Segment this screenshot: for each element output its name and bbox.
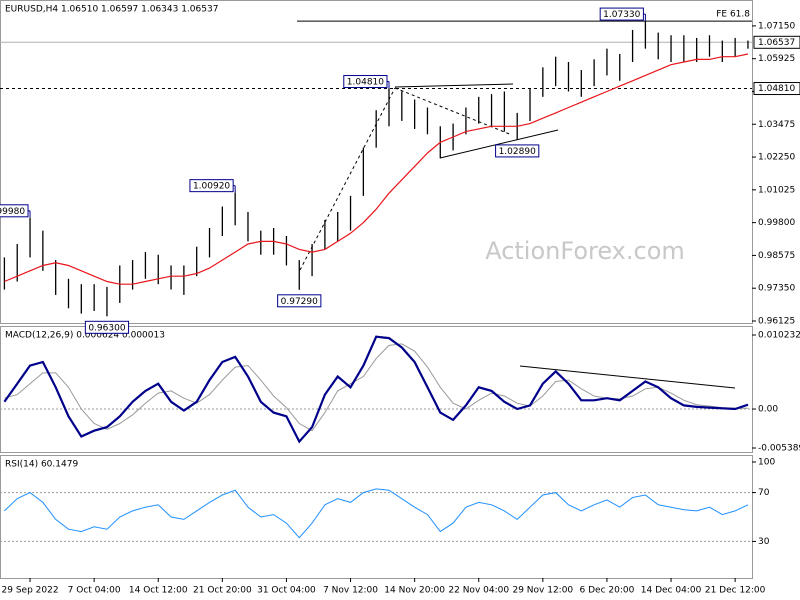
y-tick-label: -0.005389 xyxy=(758,444,800,454)
x-tick-label: 21 Dec 12:00 xyxy=(705,586,766,596)
x-tick-label: 21 Oct 20:00 xyxy=(193,586,252,596)
price-panel xyxy=(0,0,753,324)
annotation: 0.99980 xyxy=(0,204,31,218)
macd-line xyxy=(3,335,749,444)
y-tick-label: 0.010232 xyxy=(758,331,800,341)
watermark: ActionForex.com xyxy=(485,237,685,265)
rsi-line xyxy=(4,488,749,539)
y-tick-label: 30 xyxy=(758,537,770,547)
y-tick-label: 1.05925 xyxy=(758,54,795,64)
annotation-label: 1.07330 xyxy=(603,10,640,20)
annotation-label: 1.04810 xyxy=(347,78,384,88)
y-tick-label: 1.03475 xyxy=(758,120,795,130)
trend-line xyxy=(394,83,514,88)
trend-line xyxy=(299,87,396,271)
level-label: 1.04810 xyxy=(758,84,795,94)
y-tick-label: 100 xyxy=(758,458,775,468)
annotation-label: 0.99980 xyxy=(0,207,25,217)
y-tick-label: 70 xyxy=(758,488,770,498)
annotation: 0.97290 xyxy=(277,294,322,308)
y-tick-label: 1.01025 xyxy=(758,185,795,195)
y-tick-label: 0.97350 xyxy=(758,284,795,294)
x-tick-label: 14 Oct 12:00 xyxy=(129,586,188,596)
x-tick-label: 14 Nov 20:00 xyxy=(384,586,445,596)
annotation-label: 0.97290 xyxy=(281,297,318,307)
price-box xyxy=(753,35,800,49)
fe-label: FE 61.8 xyxy=(716,10,750,20)
rsi-panel xyxy=(0,455,753,579)
annotation-label: 0.96300 xyxy=(88,323,125,333)
annotation-label: 1.02890 xyxy=(499,147,536,157)
x-tick-label: 29 Sep 2022 xyxy=(2,586,59,596)
y-tick-label: 0.00 xyxy=(758,405,778,415)
trend-line xyxy=(439,129,559,159)
trend-lines xyxy=(299,83,736,389)
price-title: EURUSD,H4 1.06510 1.06597 1.06343 1.0653… xyxy=(5,5,218,15)
annotation-box xyxy=(495,144,540,158)
y-tick-label: 1.07150 xyxy=(758,21,795,31)
x-tick-label: 7 Oct 04:00 xyxy=(68,586,121,596)
annotation-box xyxy=(84,320,130,334)
annotation-box xyxy=(277,294,322,308)
x-tick-label: 14 Dec 04:00 xyxy=(641,586,702,596)
level-box xyxy=(753,82,800,96)
trend-line xyxy=(519,365,736,389)
price-label: 1.06537 xyxy=(758,38,795,48)
x-tick-label: 7 Nov 12:00 xyxy=(323,586,378,596)
annotation-label: 1.00920 xyxy=(193,182,230,192)
moving-average xyxy=(4,53,749,285)
rsi-title: RSI(14) 60.1479 xyxy=(5,460,78,470)
macd-panel xyxy=(0,326,753,453)
annotation: 1.07330 xyxy=(599,7,646,22)
y-tick-label: 0.96125 xyxy=(758,316,795,326)
y-tick-label: 1.02250 xyxy=(758,153,795,163)
annotation: 1.04810 xyxy=(343,75,390,89)
x-tick-label: 31 Oct 04:00 xyxy=(257,586,316,596)
annotation: 0.96300 xyxy=(84,320,130,334)
y-tick-label: 0.98575 xyxy=(758,251,795,261)
x-tick-label: 6 Dec 20:00 xyxy=(580,586,635,596)
x-tick-label: 29 Nov 12:00 xyxy=(512,586,573,596)
annotation: 1.00920 xyxy=(189,179,236,193)
macd-title: MACD(12,26,9) 0.000624 0.000013 xyxy=(5,331,165,341)
annotation: 1.02890 xyxy=(495,144,540,158)
x-tick-label: 22 Nov 04:00 xyxy=(448,586,509,596)
y-tick-label: 0.99800 xyxy=(758,218,795,228)
